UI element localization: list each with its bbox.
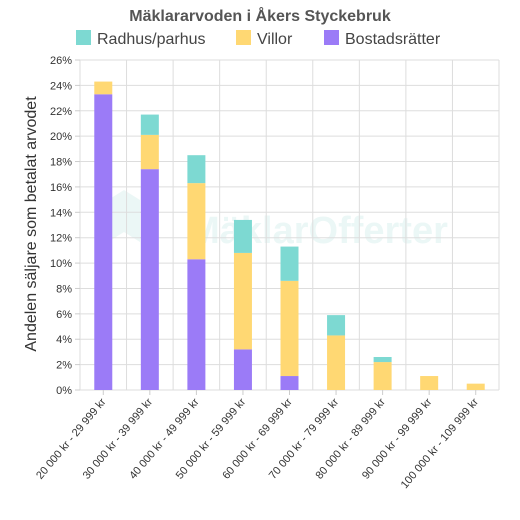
bar-segment [280, 376, 299, 390]
y-tick-label: 18% [50, 157, 72, 169]
bar-segment [187, 155, 206, 184]
y-tick-label: 22% [50, 106, 72, 118]
bar-segment [187, 183, 206, 260]
x-tick-label: 100 000 kr - 109 999 kr [399, 396, 482, 491]
y-axis-label: Andelen säljare som betalat arvodet [23, 96, 40, 352]
bar-segment [140, 169, 159, 390]
watermark: MäklarOfferter [108, 190, 448, 252]
y-axis: 0% 2% 4% 6% 8% 10% 12% 14% 16% 18% 20% 22% 24% 26% [50, 55, 80, 397]
legend-label: Radhus/parhus [97, 31, 206, 48]
bar-segment [233, 219, 252, 253]
bar-segment [94, 81, 113, 95]
bar-segment [233, 349, 252, 390]
y-tick-label: 0% [56, 385, 72, 397]
bar-segment [373, 362, 392, 390]
y-tick-label: 24% [50, 80, 72, 92]
bar-segment [373, 357, 392, 363]
bar-segment [187, 259, 206, 390]
bar-segment [466, 383, 485, 390]
bars [94, 81, 485, 391]
bar-segment [94, 94, 113, 391]
bar-segment [327, 315, 346, 336]
y-tick-label: 4% [56, 334, 72, 346]
y-tick-label: 6% [56, 309, 72, 321]
y-tick-label: 20% [50, 131, 72, 143]
bar-segment [140, 114, 159, 135]
chart-title: Mäklararvoden i Åkers Styckebruk [129, 6, 391, 25]
bar-segment [420, 376, 439, 390]
legend-label: Bostadsrätter [345, 31, 441, 48]
bar-segment [280, 246, 299, 281]
legend-swatch [76, 30, 91, 45]
svg-text:MäklarOfferter: MäklarOfferter [188, 210, 448, 252]
y-tick-label: 16% [50, 182, 72, 194]
y-tick-label: 14% [50, 207, 72, 219]
y-tick-label: 26% [50, 55, 72, 67]
legend-swatch [236, 30, 251, 45]
legend-swatch [324, 30, 339, 45]
legend: Radhus/parhus Villor Bostadsrätter [76, 30, 441, 48]
legend-label: Villor [257, 31, 293, 48]
y-tick-label: 2% [56, 360, 72, 372]
bar-segment [280, 280, 299, 377]
y-tick-label: 8% [56, 283, 72, 295]
y-tick-label: 12% [50, 233, 72, 245]
bar-segment [327, 335, 346, 390]
bar-segment [233, 252, 252, 350]
bar-segment [140, 134, 159, 170]
y-tick-label: 10% [50, 258, 72, 270]
